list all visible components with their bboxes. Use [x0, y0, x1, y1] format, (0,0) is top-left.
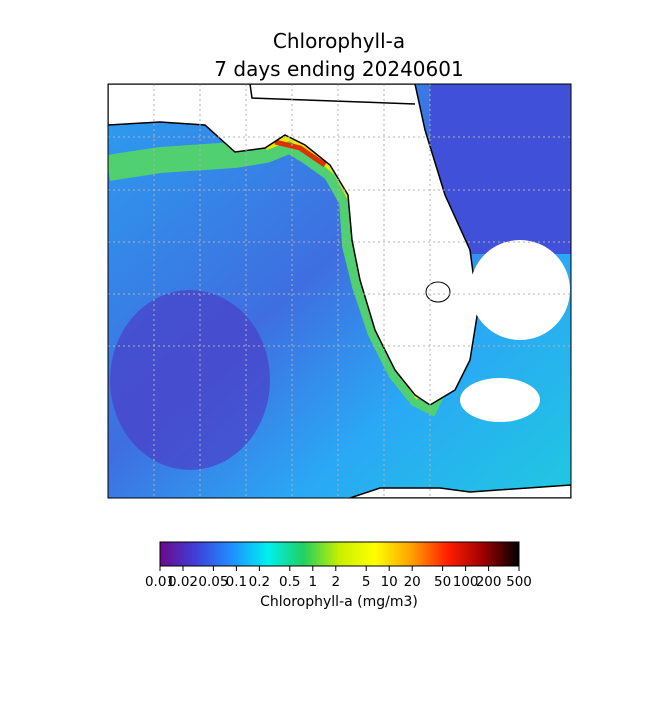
lake	[425, 281, 451, 303]
colorbar-tick-label: 0.1	[226, 574, 247, 590]
land	[349, 484, 571, 498]
colorbar-label: Chlorophyll-a (mg/m3)	[260, 594, 418, 610]
map	[108, 84, 571, 498]
colorbar-tick-label: 500	[506, 574, 532, 590]
colorbar-tick-label: 100	[453, 574, 479, 590]
open-ocean	[110, 290, 270, 470]
border	[249, 84, 416, 105]
colorbar-tick-label: 200	[476, 574, 502, 590]
map-frame	[107, 83, 572, 499]
title-line: Chlorophyll-a	[273, 29, 405, 53]
colorbar-tick-label: 0.01	[145, 574, 175, 590]
colorbar-tick-label: 5	[362, 574, 371, 590]
colorbar-tick-label: 2	[332, 574, 341, 590]
cloud	[470, 240, 570, 340]
colorbar-tick-label: 0.5	[279, 574, 300, 590]
colorbar-tick-label: 10	[381, 574, 398, 590]
colorbar-tick-label: 0.02	[168, 574, 198, 590]
coastal-band	[274, 139, 327, 168]
colorbar-tick-label: 20	[404, 574, 421, 590]
colorbar-tick-label: 50	[434, 574, 451, 590]
cloud	[460, 378, 540, 422]
land	[108, 84, 479, 406]
title-line: 7 days ending 20240601	[214, 57, 463, 81]
colorbar-tick-label: 0.05	[198, 574, 228, 590]
colorbar-tick-label: 1	[309, 574, 318, 590]
colorbar	[159, 541, 520, 567]
colorbar-tick-label: 0.2	[249, 574, 270, 590]
